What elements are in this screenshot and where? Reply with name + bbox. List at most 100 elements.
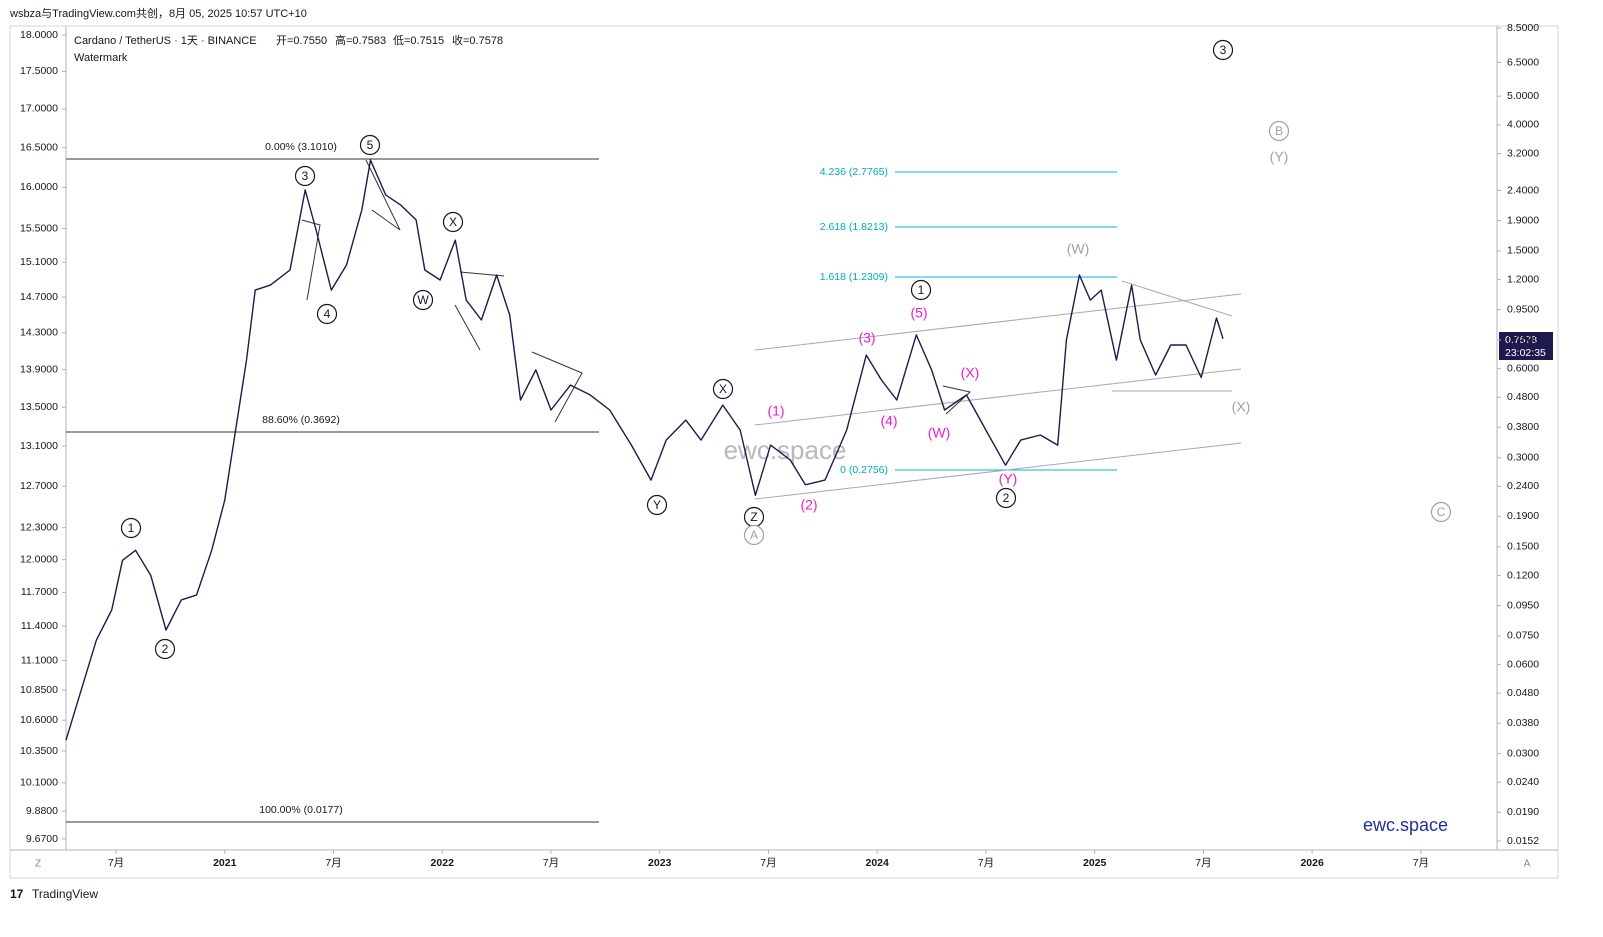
x-tick-label: 7月 — [760, 857, 776, 869]
x-tick-label: 7月 — [543, 857, 559, 869]
ohlc: 高=0.7583 — [335, 33, 386, 47]
wave-label: (4) — [880, 413, 897, 429]
y-tick-label: 10.8500 — [20, 684, 58, 696]
wave-label: (3) — [858, 330, 875, 346]
wave-circle — [359, 134, 381, 156]
y-tick-label: 14.7000 — [20, 291, 58, 303]
wave-label: (2) — [800, 497, 817, 513]
scale-button[interactable]: A — [1524, 859, 1531, 870]
y-tick-label: 11.7000 — [21, 586, 58, 598]
wave-label: Z — [750, 510, 757, 524]
watermark: ewc.space — [724, 435, 847, 465]
header: wsbza与TradingView.com共创，8月 05, 2025 10:5… — [9, 7, 307, 20]
wave-label: 3 — [1220, 43, 1227, 57]
x-tick-label: 7月 — [1195, 857, 1211, 869]
wave-label: (W) — [1067, 241, 1090, 257]
y-tick-label: 10.3500 — [20, 745, 58, 757]
x-tick-label: 2023 — [648, 857, 672, 869]
y-tick-label: 13.9000 — [20, 363, 58, 375]
wave-label: 1 — [128, 521, 135, 535]
y2-tick-label: 0.9500 — [1507, 303, 1539, 315]
wave-label: (1) — [767, 403, 784, 419]
y2-tick-label: 0.1500 — [1507, 541, 1539, 553]
scale-button[interactable]: Z — [35, 859, 41, 870]
ohlc: 开=0.7550 — [276, 35, 327, 47]
y2-tick-label: 5.0000 — [1507, 90, 1539, 102]
y2-tick-label: 0.1900 — [1507, 510, 1539, 522]
x-tick-label: 2021 — [213, 857, 237, 869]
price-line — [65, 159, 1224, 741]
y-tick-label: 12.3000 — [20, 521, 58, 533]
wave-label: Y — [653, 498, 661, 512]
wave-label: (X) — [961, 365, 980, 381]
wave-label: 2 — [162, 642, 169, 656]
triangle-line — [531, 351, 583, 423]
y2-tick-label: 2.4000 — [1507, 184, 1539, 196]
y2-tick-label: 0.3000 — [1507, 452, 1539, 464]
y2-tick-label: 3.2000 — [1507, 147, 1539, 159]
wave-circle — [910, 279, 932, 301]
y-tick-label: 17.0000 — [20, 103, 58, 115]
y-tick-label: 15.5000 — [20, 222, 58, 234]
fib-label: 88.60% (0.3692) — [262, 414, 340, 426]
ohlc: 收=0.7578 — [452, 33, 503, 47]
wave-label: 2 — [1003, 491, 1010, 505]
triangle-line — [301, 219, 321, 301]
wave-circle — [154, 638, 176, 660]
wave-circle — [995, 487, 1017, 509]
y2-tick-label: 0.2400 — [1507, 480, 1539, 492]
y-tick-label: 11.4000 — [21, 620, 58, 632]
y-tick-label: 16.0000 — [20, 181, 58, 193]
wave-circle — [1268, 120, 1290, 142]
wave-circle — [316, 303, 338, 325]
channel-line — [754, 293, 1242, 351]
wave-label: 4 — [324, 307, 331, 321]
wave-circle — [1430, 501, 1452, 523]
wave-label: (5) — [910, 305, 927, 321]
countdown: 23:02:35 — [1505, 347, 1546, 359]
wave-circle — [646, 494, 668, 516]
x-tick-label: 7月 — [108, 857, 124, 869]
x-tick-label: 2024 — [866, 857, 890, 869]
y2-tick-label: 8.5000 — [1507, 22, 1539, 34]
y2-tick-label: 0.3800 — [1507, 421, 1539, 433]
indicator: Watermark — [74, 52, 128, 64]
x-tick-label: 7月 — [325, 857, 341, 869]
wave-label: X — [449, 215, 457, 229]
channel-line — [754, 442, 1242, 500]
wave-circle — [1212, 39, 1234, 61]
y-tick-label: 9.6700 — [26, 833, 58, 845]
wave-circle — [294, 165, 316, 187]
y-tick-label: 11.1000 — [21, 654, 58, 666]
wave-label: (Y) — [1270, 149, 1289, 165]
y2-tick-label: 0.0190 — [1507, 806, 1539, 818]
price-tag — [1499, 332, 1553, 360]
wave-label: X — [719, 382, 727, 396]
y2-tick-label: 0.6000 — [1507, 362, 1539, 374]
triangle-line — [365, 159, 401, 231]
y2-tick-label: 0.0600 — [1507, 658, 1539, 670]
trend-lines — [301, 159, 1242, 500]
frame — [9, 25, 1559, 879]
y2-tick-label: 0.4800 — [1507, 391, 1539, 403]
y-tick-label: 10.6000 — [20, 714, 58, 726]
fib-label: 4.236 (2.7765) — [820, 166, 888, 178]
y-tick-label: 17.5000 — [20, 65, 58, 77]
price-tag-label: 0.7578 — [1505, 334, 1537, 346]
y2-tick-label: 4.0000 — [1507, 119, 1539, 131]
y2-tick-label: 0.0950 — [1507, 599, 1539, 611]
wave-label: C — [1437, 505, 1446, 519]
fib-lines — [66, 158, 1117, 823]
y2-tick-label: 0.0480 — [1507, 687, 1539, 699]
footer: TradingView — [32, 887, 98, 901]
triangle-line — [1121, 280, 1233, 317]
x-tick-label: 7月 — [978, 857, 994, 869]
wave-label: 3 — [302, 169, 309, 183]
fib-label: 1.618 (1.2309) — [820, 271, 888, 283]
symbol: Cardano / TetherUS · 1天 · BINANCE — [74, 35, 257, 47]
y2-tick-label: 1.9000 — [1507, 214, 1539, 226]
wave-label: 1 — [918, 283, 925, 297]
triangle-line — [942, 385, 972, 415]
